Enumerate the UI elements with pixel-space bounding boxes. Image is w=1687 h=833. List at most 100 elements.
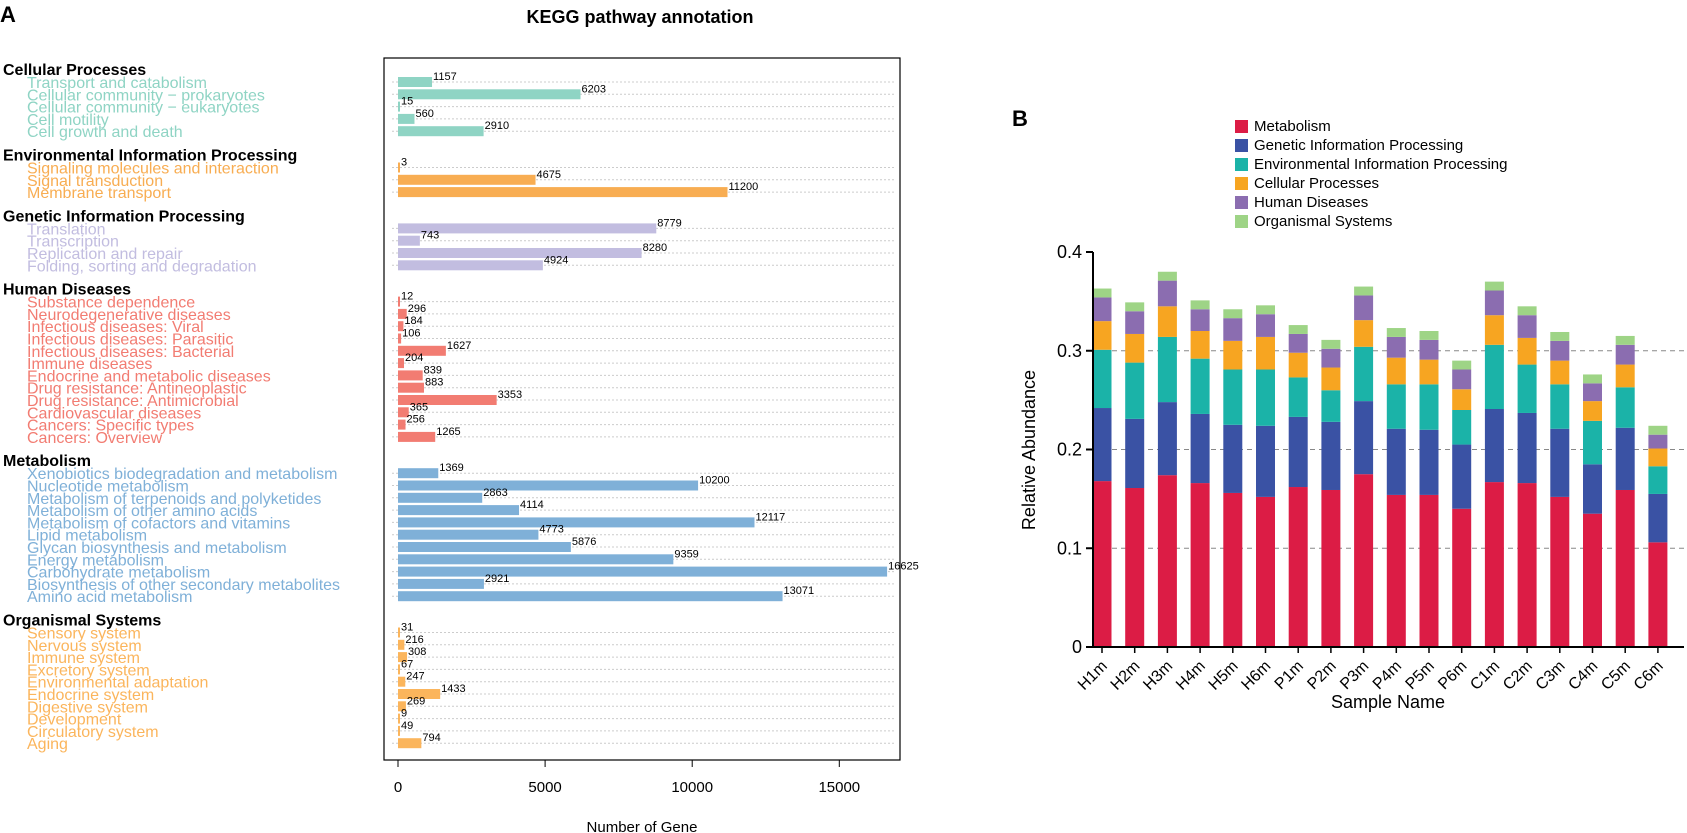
segment-cellular-processes [1354, 320, 1374, 347]
stacked-bar-p5m [1419, 331, 1439, 647]
stacked-bar-h2m [1125, 302, 1145, 647]
bar-nervous-system [398, 639, 405, 650]
segment-genetic-information-processing [1288, 416, 1308, 488]
segment-human-diseases [1550, 340, 1570, 361]
segment-organismal-systems [1550, 331, 1570, 341]
segment-cellular-processes [1190, 331, 1210, 359]
bar-xenobiotics-biodegradation-and-metabolism [398, 468, 439, 479]
x-tick-label: H4m [1173, 658, 1209, 694]
segment-organismal-systems [1125, 302, 1145, 312]
segment-environmental-information-processing [1517, 364, 1537, 413]
segment-genetic-information-processing [1550, 428, 1570, 497]
bar-value-label: 184 [404, 315, 422, 327]
x-tick-label: P1m [1272, 658, 1307, 693]
category-label-cellular-community-prokaryotes: Cellular community − prokaryotes [27, 87, 265, 104]
segment-human-diseases [1386, 336, 1406, 358]
segment-cellular-processes [1386, 357, 1406, 385]
bar-value-label: 269 [407, 695, 425, 707]
category-label-cancers-overview: Cancers: Overview [27, 430, 163, 447]
segment-human-diseases [1517, 315, 1537, 338]
group-heading-cellular-processes: Cellular Processes [3, 62, 146, 79]
bar-value-label: 67 [401, 658, 413, 670]
stacked-bar-c3m [1550, 331, 1570, 647]
category-label-metabolism-of-other-amino-acids: Metabolism of other amino acids [27, 503, 257, 520]
segment-genetic-information-processing [1386, 428, 1406, 495]
segment-genetic-information-processing [1092, 408, 1112, 482]
bar-value-label: 1265 [436, 426, 460, 438]
stacked-bar-p1m [1288, 325, 1308, 647]
category-label-infectious-diseases-viral: Infectious diseases: Viral [27, 319, 204, 336]
bar-biosynthesis-of-other-secondary-metabolites [398, 578, 484, 589]
segment-human-diseases [1452, 369, 1472, 390]
category-label-circulatory-system: Circulatory system [27, 724, 159, 741]
segment-environmental-information-processing [1648, 466, 1668, 494]
segment-genetic-information-processing [1190, 413, 1210, 484]
stacked-bar-c6m [1648, 425, 1668, 647]
bar-value-label: 9359 [674, 548, 698, 560]
segment-genetic-information-processing [1583, 464, 1602, 514]
category-label-drug-resistance-antineoplastic: Drug resistance: Antineoplastic [27, 381, 247, 398]
bar-value-label: 10200 [699, 475, 730, 487]
segment-organismal-systems [1190, 300, 1210, 310]
bar-value-label: 31 [401, 622, 413, 634]
category-label-endocrine-and-metabolic-diseases: Endocrine and metabolic diseases [27, 368, 271, 385]
segment-human-diseases [1125, 311, 1145, 334]
bar-value-label: 4114 [520, 499, 544, 511]
legend-label-metabolism: Metabolism [1254, 118, 1331, 135]
bar-cardiovascular-diseases [398, 407, 409, 418]
segment-organismal-systems [1615, 335, 1635, 345]
group-heading-genetic-information-processing: Genetic Information Processing [3, 208, 245, 225]
legend-swatch-human-diseases [1235, 196, 1248, 209]
bar-membrane-transport [398, 187, 728, 198]
segment-environmental-information-processing [1190, 358, 1210, 414]
bar-value-label: 12 [401, 291, 413, 303]
y-tick-label: 0 [1072, 637, 1082, 657]
segment-genetic-information-processing [1648, 493, 1668, 543]
bar-infectious-diseases-parasitic [398, 333, 402, 344]
segment-human-diseases [1484, 290, 1504, 316]
category-label-immune-system: Immune system [27, 650, 140, 667]
segment-environmental-information-processing [1125, 362, 1145, 419]
x-tick-label: 5000 [528, 779, 561, 796]
segment-cellular-processes [1648, 448, 1668, 467]
segment-human-diseases [1419, 339, 1439, 360]
bar-replication-and-repair [398, 248, 642, 258]
bar-energy-metabolism [398, 554, 674, 565]
x-tick-label: H3m [1140, 658, 1176, 694]
segment-metabolism [1419, 494, 1439, 647]
bar-signal-transduction [398, 174, 536, 185]
stacked-bar-p6m [1452, 360, 1472, 647]
segment-cellular-processes [1583, 401, 1602, 421]
y-tick-label: 0.4 [1057, 242, 1082, 262]
x-tick-label: C1m [1467, 658, 1503, 694]
category-label-carbohydrate-metabolism: Carbohydrate metabolism [27, 565, 210, 582]
bar-value-label: 13071 [784, 585, 815, 597]
panel-a-title: KEGG pathway annotation [526, 7, 753, 27]
segment-human-diseases [1157, 280, 1177, 307]
segment-metabolism [1190, 483, 1210, 647]
segment-environmental-information-processing [1550, 384, 1570, 429]
segment-genetic-information-processing [1419, 429, 1439, 495]
stacked-bar-c1m [1484, 281, 1504, 647]
x-tick-label: C4m [1565, 658, 1601, 694]
bar-value-label: 12117 [755, 511, 785, 523]
stacked-bar-h3m [1157, 271, 1177, 647]
segment-human-diseases [1583, 383, 1602, 402]
panel-a-label: A [0, 2, 16, 27]
segment-metabolism [1256, 496, 1275, 647]
panel-a-plot-frame [383, 57, 901, 761]
x-tick-label: P6m [1435, 658, 1470, 693]
panel-b-bars [1092, 271, 1668, 647]
segment-human-diseases [1648, 434, 1668, 449]
segment-genetic-information-processing [1256, 425, 1275, 497]
bar-value-label: 3 [401, 157, 407, 169]
legend-swatch-metabolism [1235, 120, 1248, 133]
stacked-bar-p4m [1386, 328, 1406, 647]
segment-environmental-information-processing [1354, 346, 1374, 402]
bar-value-label: 106 [402, 328, 420, 340]
segment-environmental-information-processing [1288, 377, 1308, 417]
stacked-bar-p2m [1321, 339, 1341, 647]
segment-cellular-processes [1321, 367, 1341, 391]
